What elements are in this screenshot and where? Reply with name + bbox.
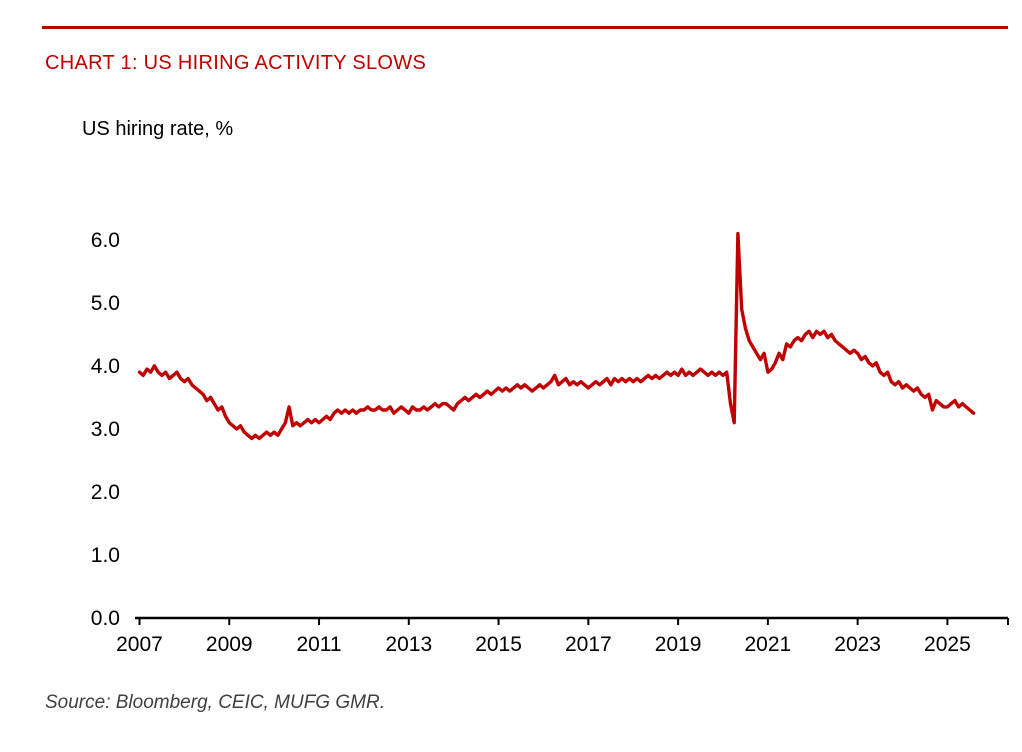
y-tick-label: 6.0: [91, 229, 120, 252]
chart-title: CHART 1: US HIRING ACTIVITY SLOWS: [45, 52, 427, 74]
y-tick-label: 4.0: [91, 355, 120, 378]
x-tick-label: 2015: [475, 633, 522, 656]
x-tick-label: 2009: [206, 633, 253, 656]
x-tick-label: 2021: [745, 633, 792, 656]
x-tick-label: 2025: [924, 633, 971, 656]
y-tick-label: 3.0: [91, 418, 120, 441]
y-tick-label: 1.0: [91, 544, 120, 567]
top-red-rule: [42, 26, 1008, 29]
x-tick-label: 2007: [116, 633, 163, 656]
y-tick-label: 5.0: [91, 292, 120, 315]
x-tick-label: 2017: [565, 633, 612, 656]
y-tick-label: 2.0: [91, 481, 120, 504]
y-tick-label: 0.0: [91, 607, 120, 630]
chart-y-axis-title: US hiring rate, %: [82, 118, 234, 140]
x-tick-label: 2023: [834, 633, 881, 656]
x-tick-label: 2013: [385, 633, 432, 656]
x-tick-label: 2011: [296, 633, 341, 656]
hiring-rate-line: [137, 231, 976, 441]
x-tick-label: 2019: [655, 633, 702, 656]
source-note: Source: Bloomberg, CEIC, MUFG GMR.: [45, 692, 385, 713]
